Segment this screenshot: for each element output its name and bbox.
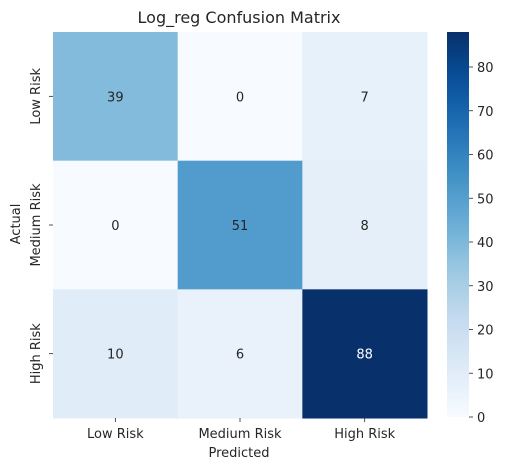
heatmap-cell — [302, 32, 428, 162]
colorbar-tick-label: 50 — [477, 192, 494, 207]
cell-value-label: 0 — [236, 90, 244, 105]
cell-value-label: 88 — [356, 348, 373, 363]
colorbar-tick-label: 60 — [477, 149, 494, 164]
heatmap-cell — [177, 289, 303, 419]
heatmap-cell — [302, 289, 428, 419]
chart-title: Log_reg Confusion Matrix — [138, 8, 341, 28]
cell-value-label: 8 — [361, 219, 369, 234]
colorbar: 0 10 20 30 40 50 60 70 80 — [447, 32, 494, 426]
cell-value-label: 51 — [232, 219, 249, 234]
y-tick-label: Low Risk — [29, 68, 44, 125]
heatmap-cell — [177, 32, 303, 162]
heatmap-cell — [302, 160, 428, 290]
y-tick-label: High Risk — [29, 323, 44, 384]
x-tick-labels: Low Risk Medium Risk High Risk — [87, 418, 396, 442]
heatmap-cell — [53, 289, 179, 419]
colorbar-tick-label: 0 — [477, 411, 485, 426]
y-tick-labels: Low Risk Medium Risk High Risk — [29, 68, 53, 384]
cell-value-label: 6 — [236, 348, 244, 363]
colorbar-tick-label: 10 — [477, 367, 494, 382]
x-tick-label: Medium Risk — [198, 427, 282, 442]
colorbar-tick-label: 30 — [477, 280, 494, 295]
cell-value-label: 39 — [107, 90, 124, 105]
y-tick-label: Medium Risk — [29, 183, 44, 267]
colorbar-tick-label: 80 — [477, 61, 494, 76]
colorbar-tick-label: 20 — [477, 324, 494, 339]
cell-value-label: 0 — [111, 219, 119, 234]
colorbar-gradient — [447, 32, 469, 417]
cell-value-label: 7 — [361, 90, 369, 105]
heatmap-cell — [53, 32, 179, 162]
x-axis-label: Predicted — [208, 446, 269, 461]
heatmap-cell — [177, 160, 303, 290]
x-tick-label: Low Risk — [87, 427, 144, 442]
x-tick-label: High Risk — [334, 427, 395, 442]
heatmap-cells: 39 0 7 0 51 8 10 6 88 — [53, 32, 428, 419]
cell-value-label: 10 — [107, 348, 124, 363]
colorbar-tick-label: 40 — [477, 236, 494, 251]
y-axis-label: Actual — [9, 204, 24, 245]
colorbar-tick-label: 70 — [477, 105, 494, 120]
heatmap-cell — [53, 160, 179, 290]
